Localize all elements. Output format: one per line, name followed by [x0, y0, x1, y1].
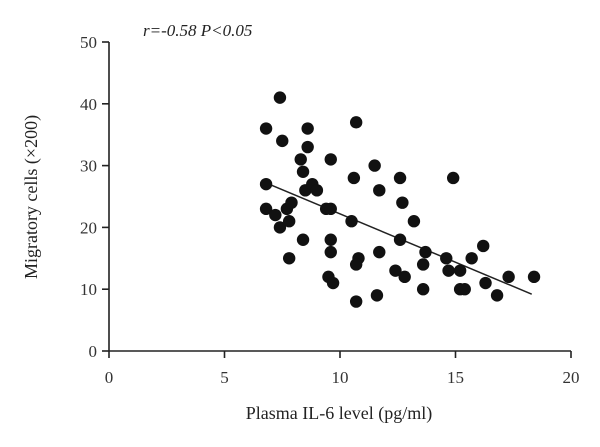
data-point	[269, 208, 282, 222]
data-point	[370, 289, 384, 302]
data-point	[259, 177, 273, 191]
y-tick-label: 50	[80, 33, 97, 52]
data-point	[393, 233, 407, 246]
data-point	[440, 252, 453, 265]
y-axis-title: Migratory cells (×200)	[21, 115, 42, 279]
data-point	[296, 165, 310, 178]
data-point	[349, 258, 363, 271]
data-point	[285, 196, 298, 209]
y-tick-label: 40	[80, 95, 97, 114]
data-points	[259, 91, 541, 308]
data-point	[477, 239, 490, 253]
x-tick-label: 5	[220, 368, 229, 387]
data-point	[458, 283, 471, 296]
data-point	[301, 122, 314, 135]
data-point	[373, 245, 386, 259]
x-axis-title: Plasma IL-6 level (pg/ml)	[246, 403, 432, 424]
data-point	[389, 264, 402, 277]
x-tick-label: 15	[447, 368, 464, 387]
data-point	[324, 202, 337, 216]
data-point	[259, 202, 273, 216]
correlation-annotation: r=-0.58 P<0.05	[143, 21, 252, 40]
y-tick-label: 0	[89, 342, 98, 361]
data-point	[373, 184, 386, 197]
data-point	[398, 270, 411, 284]
data-point	[276, 134, 289, 148]
data-point	[324, 233, 337, 246]
data-point	[310, 184, 324, 197]
data-point	[393, 171, 407, 185]
y-tick-label: 10	[80, 280, 97, 299]
data-point	[527, 270, 541, 284]
data-point	[453, 264, 467, 277]
data-point	[345, 215, 358, 228]
data-point	[347, 171, 361, 185]
data-point	[259, 122, 273, 135]
x-axis-ticks: 0 5 10 15 20	[105, 351, 580, 387]
data-point	[326, 276, 340, 290]
data-point	[416, 283, 430, 296]
data-point	[273, 91, 287, 104]
data-point	[324, 245, 337, 259]
data-point	[490, 289, 504, 302]
y-tick-label: 30	[80, 157, 97, 176]
y-tick-label: 20	[80, 218, 97, 237]
data-point	[442, 264, 455, 277]
data-point	[282, 252, 296, 265]
data-point	[324, 153, 337, 166]
x-tick-label: 0	[105, 368, 114, 387]
data-point	[273, 221, 287, 234]
y-axis-ticks: 0 10 20 30 40 50	[80, 33, 109, 361]
data-point	[349, 116, 363, 129]
data-point	[407, 215, 421, 228]
data-point	[349, 295, 363, 308]
x-tick-label: 20	[563, 368, 580, 387]
data-point	[502, 270, 515, 284]
data-point	[296, 233, 310, 246]
data-point	[446, 171, 460, 185]
data-point	[419, 245, 432, 259]
data-point	[416, 258, 430, 271]
data-point	[479, 276, 492, 290]
data-point	[282, 215, 296, 228]
x-tick-label: 10	[332, 368, 349, 387]
data-point	[301, 140, 314, 154]
data-point	[294, 153, 307, 166]
data-point	[368, 159, 381, 172]
data-point	[465, 252, 478, 265]
data-point	[396, 196, 409, 209]
